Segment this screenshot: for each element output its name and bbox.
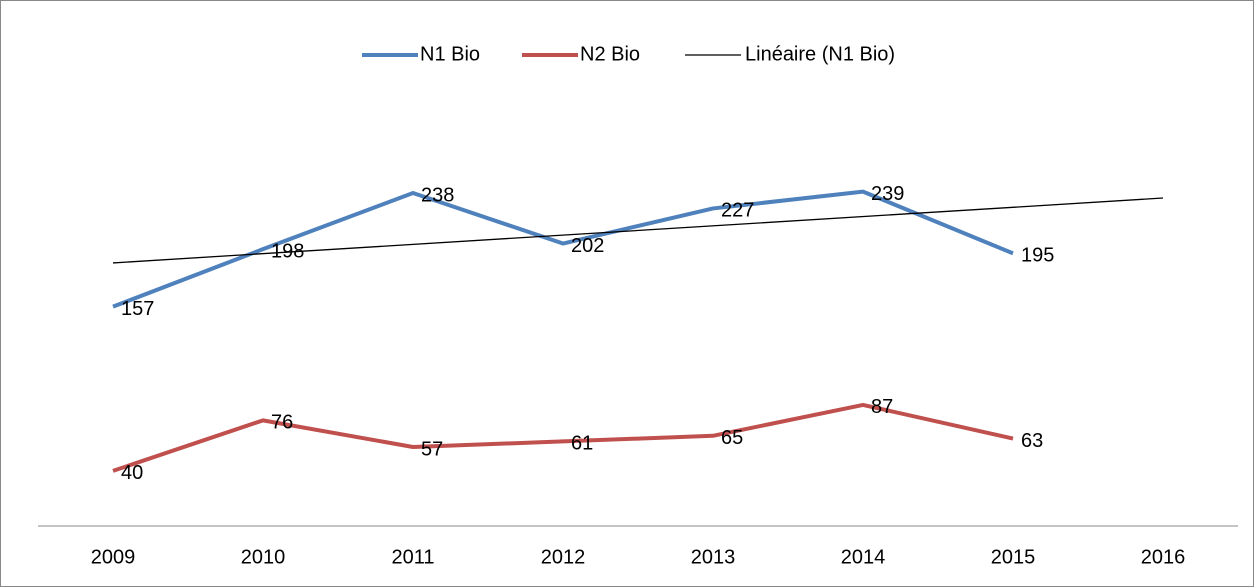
data-label: 157	[121, 298, 154, 320]
data-label: 87	[871, 396, 893, 418]
x-tick-label: 2015	[991, 546, 1036, 568]
data-label: 227	[721, 200, 754, 222]
x-tick-label: 2014	[841, 546, 886, 568]
x-tick-label: 2010	[241, 546, 286, 568]
data-label: 63	[1021, 430, 1043, 452]
x-tick-label: 2009	[91, 546, 136, 568]
legend-label: Linéaire (N1 Bio)	[745, 43, 895, 65]
series-line	[112, 189, 1014, 309]
data-label: 57	[421, 438, 443, 460]
x-tick-label: 2013	[691, 546, 736, 568]
data-label: 202	[571, 235, 604, 257]
x-tick-label: 2011	[391, 546, 434, 568]
data-label: 65	[721, 427, 743, 449]
data-label: 40	[121, 462, 143, 484]
x-tick-label: 2012	[541, 546, 586, 568]
data-label: 195	[1021, 245, 1054, 267]
data-label: 61	[571, 433, 593, 455]
data-label: 76	[271, 412, 293, 434]
x-tick-label: 2016	[1141, 546, 1186, 568]
series-line	[112, 402, 1014, 473]
trendline	[112, 197, 1164, 264]
data-label: 239	[871, 183, 904, 205]
data-label: 198	[271, 240, 304, 262]
legend-label: N2 Bio	[580, 43, 640, 65]
legend-label: N1 Bio	[420, 43, 480, 65]
data-label: 238	[421, 184, 454, 206]
